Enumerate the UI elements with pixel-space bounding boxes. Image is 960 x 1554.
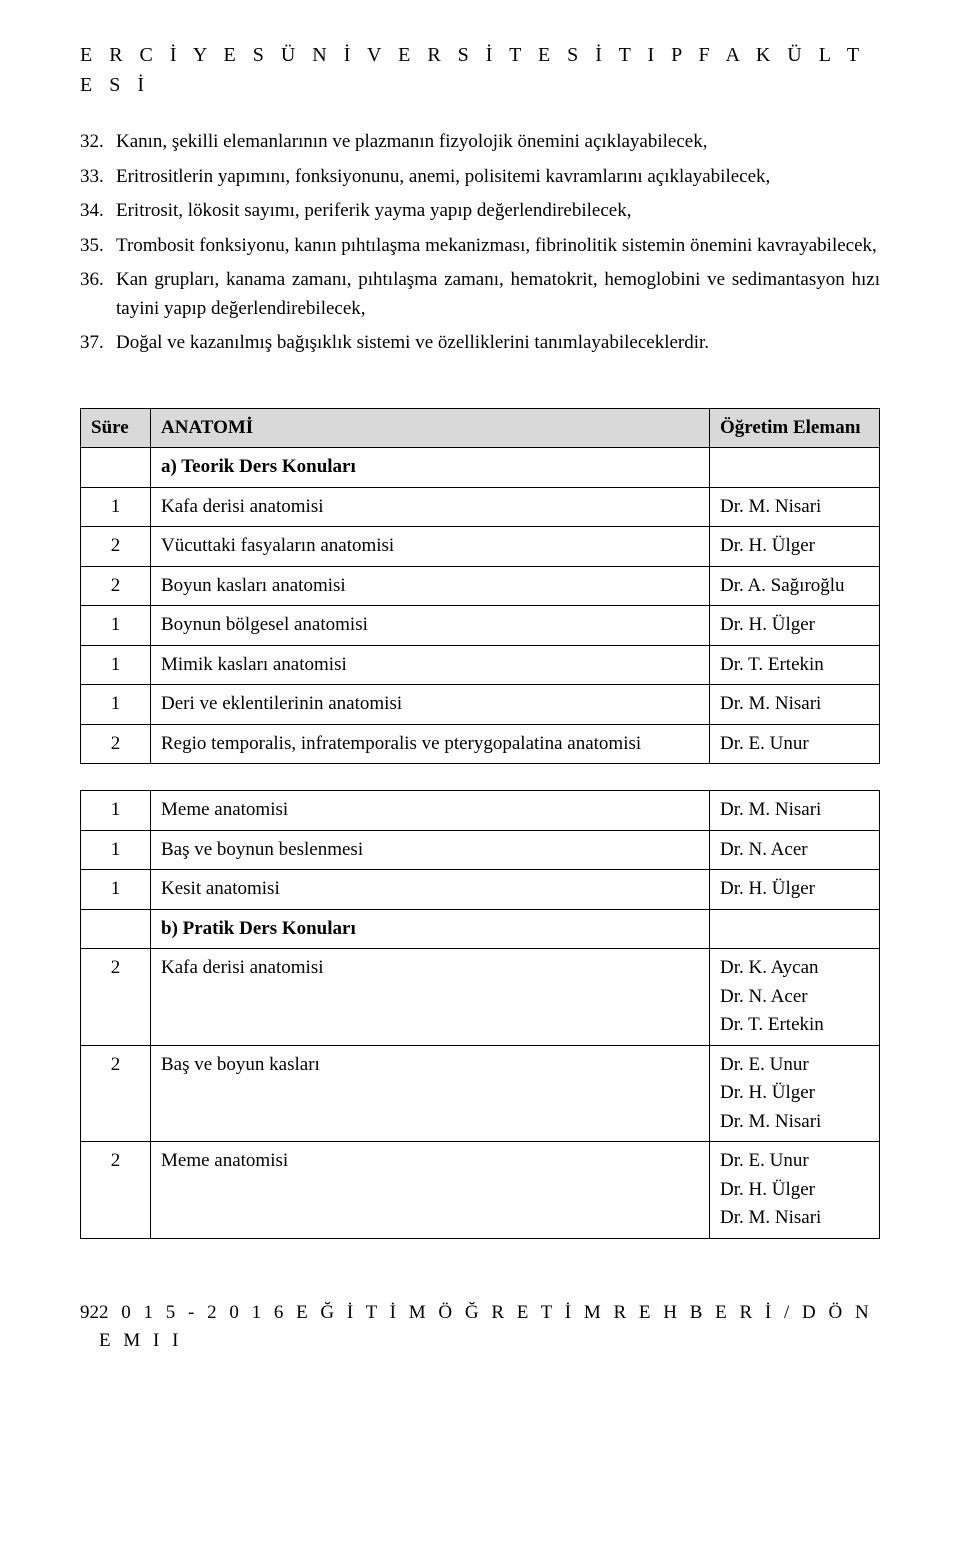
cell-sure: 2: [81, 724, 151, 764]
list-item-number: 33.: [80, 163, 116, 192]
cell-sure: [81, 448, 151, 488]
cell-instructor: Dr. M. Nisari: [710, 791, 880, 831]
cell-topic: Boynun bölgesel anatomisi: [151, 606, 710, 646]
table-row: 1Baş ve boynun beslenmesiDr. N. Acer: [81, 830, 880, 870]
list-item-number: 36.: [80, 266, 116, 323]
cell-sure: 1: [81, 870, 151, 910]
cell-sure: [81, 909, 151, 949]
cell-topic: Vücuttaki fasyaların anatomisi: [151, 527, 710, 567]
list-item-text: Trombosit fonksiyonu, kanın pıhtılaşma m…: [116, 232, 880, 261]
cell-instructor: [710, 909, 880, 949]
page-number: 92: [80, 1299, 99, 1328]
cell-sure: 1: [81, 487, 151, 527]
th-topic: ANATOMİ: [151, 408, 710, 448]
list-item-number: 35.: [80, 232, 116, 261]
cell-instructor: Dr. H. Ülger: [710, 870, 880, 910]
list-item: 37.Doğal ve kazanılmış bağışıklık sistem…: [80, 329, 880, 358]
cell-instructor: Dr. H. Ülger: [710, 606, 880, 646]
cell-sure: 1: [81, 606, 151, 646]
cell-instructor: Dr. K. AycanDr. N. AcerDr. T. Ertekin: [710, 949, 880, 1046]
list-item-number: 32.: [80, 128, 116, 157]
list-item-number: 37.: [80, 329, 116, 358]
cell-topic: b) Pratik Ders Konuları: [151, 909, 710, 949]
cell-instructor: Dr. T. Ertekin: [710, 645, 880, 685]
anatomy-table-1: Süre ANATOMİ Öğretim Elemanı a) Teorik D…: [80, 408, 880, 765]
cell-topic: Kafa derisi anatomisi: [151, 949, 710, 1046]
table-row: 2Vücuttaki fasyaların anatomisiDr. H. Ül…: [81, 527, 880, 567]
table-row: a) Teorik Ders Konuları: [81, 448, 880, 488]
list-item-text: Kanın, şekilli elemanlarının ve plazmanı…: [116, 128, 880, 157]
list-item-text: Doğal ve kazanılmış bağışıklık sistemi v…: [116, 329, 880, 358]
footer-title: 2 0 1 5 - 2 0 1 6 E Ğ İ T İ M Ö Ğ R E T …: [99, 1299, 880, 1356]
cell-topic: Baş ve boyun kasları: [151, 1045, 710, 1142]
table-row: b) Pratik Ders Konuları: [81, 909, 880, 949]
list-item: 32.Kanın, şekilli elemanlarının ve plazm…: [80, 128, 880, 157]
cell-sure: 2: [81, 1045, 151, 1142]
table-row: 1Boynun bölgesel anatomisiDr. H. Ülger: [81, 606, 880, 646]
list-item-number: 34.: [80, 197, 116, 226]
cell-topic: Baş ve boynun beslenmesi: [151, 830, 710, 870]
list-item: 33.Eritrositlerin yapımını, fonksiyonunu…: [80, 163, 880, 192]
table-row: 2Baş ve boyun kaslarıDr. E. UnurDr. H. Ü…: [81, 1045, 880, 1142]
cell-topic: Boyun kasları anatomisi: [151, 566, 710, 606]
list-item-text: Kan grupları, kanama zamanı, pıhtılaşma …: [116, 266, 880, 323]
table-row: 1Kesit anatomisiDr. H. Ülger: [81, 870, 880, 910]
cell-instructor: [710, 448, 880, 488]
cell-sure: 2: [81, 949, 151, 1046]
cell-sure: 2: [81, 1142, 151, 1239]
cell-instructor: Dr. E. UnurDr. H. ÜlgerDr. M. Nisari: [710, 1142, 880, 1239]
table-row: 1Deri ve eklentilerinin anatomisiDr. M. …: [81, 685, 880, 725]
list-item: 34.Eritrosit, lökosit sayımı, periferik …: [80, 197, 880, 226]
list-item: 35.Trombosit fonksiyonu, kanın pıhtılaşm…: [80, 232, 880, 261]
cell-sure: 2: [81, 566, 151, 606]
th-instructor: Öğretim Elemanı: [710, 408, 880, 448]
cell-topic: Mimik kasları anatomisi: [151, 645, 710, 685]
page-header: E R C İ Y E S Ü N İ V E R S İ T E S İ T …: [80, 40, 880, 100]
outcome-list: 32.Kanın, şekilli elemanlarının ve plazm…: [80, 128, 880, 358]
table-row: 2Kafa derisi anatomisiDr. K. AycanDr. N.…: [81, 949, 880, 1046]
cell-instructor: Dr. A. Sağıroğlu: [710, 566, 880, 606]
list-item-text: Eritrositlerin yapımını, fonksiyonunu, a…: [116, 163, 880, 192]
cell-topic: Meme anatomisi: [151, 791, 710, 831]
cell-sure: 2: [81, 527, 151, 567]
cell-topic: Regio temporalis, infratemporalis ve pte…: [151, 724, 710, 764]
cell-topic: Kesit anatomisi: [151, 870, 710, 910]
cell-sure: 1: [81, 645, 151, 685]
table-row: 2Meme anatomisiDr. E. UnurDr. H. ÜlgerDr…: [81, 1142, 880, 1239]
table-row: 2Boyun kasları anatomisiDr. A. Sağıroğlu: [81, 566, 880, 606]
cell-topic: Deri ve eklentilerinin anatomisi: [151, 685, 710, 725]
cell-topic: Kafa derisi anatomisi: [151, 487, 710, 527]
table-row: 2Regio temporalis, infratemporalis ve pt…: [81, 724, 880, 764]
cell-instructor: Dr. N. Acer: [710, 830, 880, 870]
page-footer: 92 2 0 1 5 - 2 0 1 6 E Ğ İ T İ M Ö Ğ R E…: [80, 1299, 880, 1356]
cell-topic: Meme anatomisi: [151, 1142, 710, 1239]
cell-topic: a) Teorik Ders Konuları: [151, 448, 710, 488]
list-item: 36.Kan grupları, kanama zamanı, pıhtılaş…: [80, 266, 880, 323]
table-row: 1Meme anatomisiDr. M. Nisari: [81, 791, 880, 831]
table-row: 1Mimik kasları anatomisiDr. T. Ertekin: [81, 645, 880, 685]
cell-instructor: Dr. E. UnurDr. H. ÜlgerDr. M. Nisari: [710, 1045, 880, 1142]
table-row: 1Kafa derisi anatomisiDr. M. Nisari: [81, 487, 880, 527]
cell-instructor: Dr. E. Unur: [710, 724, 880, 764]
cell-instructor: Dr. H. Ülger: [710, 527, 880, 567]
cell-instructor: Dr. M. Nisari: [710, 685, 880, 725]
th-sure: Süre: [81, 408, 151, 448]
cell-instructor: Dr. M. Nisari: [710, 487, 880, 527]
anatomy-table-2: 1Meme anatomisiDr. M. Nisari1Baş ve boyn…: [80, 790, 880, 1239]
cell-sure: 1: [81, 685, 151, 725]
list-item-text: Eritrosit, lökosit sayımı, periferik yay…: [116, 197, 880, 226]
cell-sure: 1: [81, 791, 151, 831]
cell-sure: 1: [81, 830, 151, 870]
